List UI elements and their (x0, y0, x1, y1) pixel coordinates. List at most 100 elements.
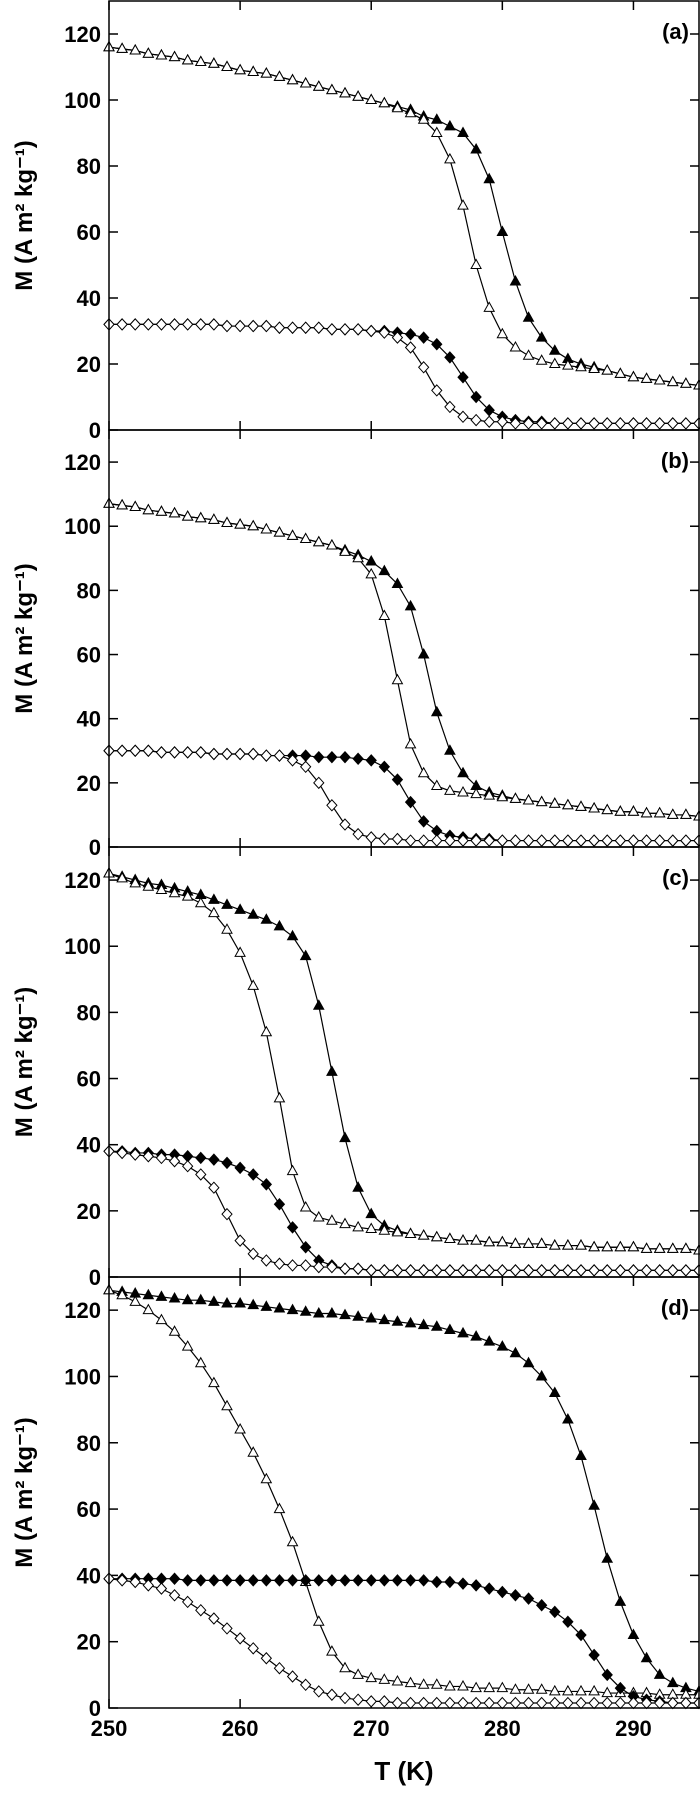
data-point (417, 1678, 430, 1689)
data-point (470, 258, 482, 269)
data-point (365, 1671, 378, 1683)
data-point (483, 789, 496, 800)
x-axis-title: T (K) (374, 1756, 433, 1786)
data-point (339, 323, 351, 336)
y-tick-label: 80 (77, 1431, 101, 1456)
data-point (208, 1612, 220, 1625)
data-point (496, 225, 509, 236)
data-point (378, 1695, 391, 1708)
data-point (483, 301, 496, 312)
data-point (417, 1574, 430, 1587)
data-point (247, 1168, 259, 1181)
data-point (667, 1264, 679, 1277)
data-point (509, 1683, 522, 1694)
data-point (588, 362, 600, 373)
data-point (234, 747, 246, 761)
data-point (247, 319, 259, 333)
data-point (430, 113, 443, 124)
data-point (588, 1684, 600, 1696)
data-point (352, 1220, 364, 1232)
data-point (627, 805, 640, 816)
data-point (666, 375, 679, 387)
data-point (208, 318, 220, 331)
data-point (391, 1574, 404, 1587)
data-point (116, 871, 128, 883)
data-point (208, 1376, 220, 1388)
data-point (273, 1502, 286, 1514)
data-point (208, 1181, 220, 1194)
data-point (588, 417, 600, 430)
data-point (496, 1585, 509, 1599)
data-point (181, 1159, 194, 1173)
data-point (195, 746, 207, 759)
data-point (444, 744, 456, 755)
data-point (640, 834, 653, 847)
data-point (378, 1313, 391, 1325)
data-point (378, 326, 391, 339)
data-point (522, 1356, 535, 1368)
data-point (483, 415, 495, 428)
data-point (378, 96, 391, 108)
data-point (142, 1288, 155, 1300)
series-line (109, 750, 699, 842)
data-point (247, 979, 260, 990)
data-point (404, 1264, 417, 1277)
data-point (601, 1240, 614, 1252)
data-point (431, 834, 443, 847)
data-point (548, 797, 561, 808)
data-point (313, 1685, 325, 1698)
data-point (286, 929, 299, 941)
data-point (470, 787, 482, 799)
data-point (234, 319, 246, 333)
data-point (339, 818, 351, 831)
data-point (260, 67, 273, 78)
data-point (431, 1575, 443, 1589)
data-point (247, 908, 260, 919)
y-tick-label: 80 (77, 578, 101, 603)
data-point (181, 1574, 194, 1587)
data-point (680, 1696, 692, 1710)
data-point (549, 417, 561, 430)
data-point (444, 1696, 456, 1710)
data-point (457, 1234, 469, 1245)
data-point (483, 1696, 495, 1710)
data-point (155, 1313, 168, 1325)
data-point (142, 47, 155, 58)
data-point (313, 1260, 325, 1274)
data-point (470, 834, 482, 847)
data-point (286, 1164, 299, 1176)
data-point (155, 746, 168, 759)
data-point (575, 1239, 587, 1250)
data-point (601, 1552, 614, 1563)
data-point (680, 808, 692, 819)
data-point (299, 1240, 312, 1254)
data-point (339, 86, 351, 98)
data-point (548, 1239, 561, 1250)
data-point (260, 913, 273, 924)
data-point (549, 1605, 561, 1619)
data-point (142, 1150, 155, 1163)
data-point (470, 390, 482, 404)
plot-frame (108, 429, 700, 848)
data-point (548, 357, 561, 368)
data-point (129, 1575, 141, 1589)
data-point (299, 1201, 312, 1212)
data-point (116, 318, 128, 331)
data-point (509, 792, 522, 803)
data-point (378, 1673, 391, 1684)
data-point (404, 599, 417, 611)
data-point (234, 1234, 246, 1247)
data-point (326, 1688, 338, 1701)
data-point (457, 1264, 469, 1277)
data-point (365, 324, 377, 338)
data-point (640, 372, 653, 383)
data-point (142, 1579, 155, 1592)
data-point (352, 323, 364, 336)
data-point (667, 834, 679, 847)
data-point (417, 1264, 430, 1277)
series-line (108, 1578, 699, 1704)
data-point (208, 513, 220, 524)
data-point (666, 808, 679, 819)
data-point (483, 834, 495, 847)
data-point (155, 1582, 168, 1595)
